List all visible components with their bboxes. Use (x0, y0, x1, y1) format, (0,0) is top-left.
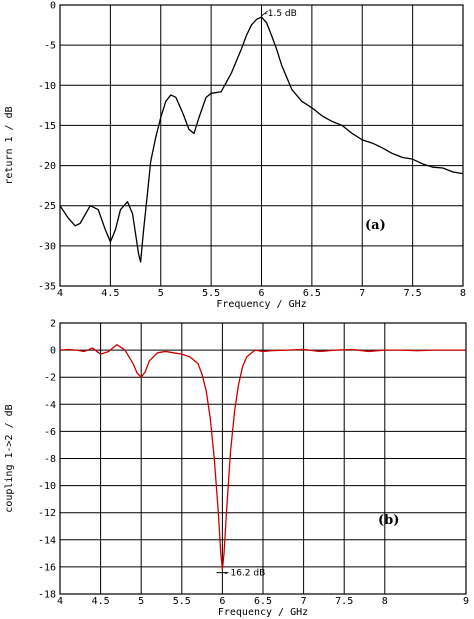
chart-b-panel-label: (b) (378, 513, 399, 528)
chart-panel-b: 4 4.5 5 5.5 6 6.5 7 7.5 8 9 2 0 -2 -4 -6 -8 -10 -12 -14 -16… (4, 319, 469, 619)
chart-a-x-tick-label: 7.5 (404, 288, 422, 299)
chart-b-y-tick-label: 2 (50, 319, 56, 330)
chart-a-x-tick-label: 6.5 (303, 288, 321, 299)
chart-b-x-tick-label: 4.5 (92, 596, 110, 607)
chart-a-x-tick-label: 6 (258, 288, 264, 299)
chart-a-y-tick-label: -15 (38, 121, 56, 132)
chart-b-y-tick-label: -8 (44, 454, 56, 465)
chart-b-x-tick-label: 5.5 (173, 596, 191, 607)
chart-b-annotation: - 16.2 dB (224, 569, 265, 579)
chart-a-x-tick-label: 4.5 (101, 288, 119, 299)
chart-a-y-tick-label: -5 (44, 41, 56, 52)
chart-b-x-tick-label: 7.5 (335, 596, 353, 607)
chart-panel-a: 4 4.5 5 5.5 6 6.5 7 7.5 8 0 -5 -10 -15 -20 -25 -30 -35 Fr… (4, 1, 466, 311)
chart-b-series-line (59, 344, 466, 571)
chart-b-y-tick-label: -2 (44, 373, 56, 384)
chart-a-y-tick-label: -10 (38, 81, 56, 92)
chart-b-x-tick-label: 9 (463, 596, 469, 607)
chart-a-y-axis-label: return 1 / dB (4, 106, 15, 184)
chart-b-x-tick-label: 6.5 (254, 596, 272, 607)
chart-a-series-line (59, 16, 464, 263)
chart-b-x-tick-label: 5 (138, 596, 144, 607)
chart-b-y-tick-label: 0 (50, 346, 56, 357)
chart-a-x-tick-label: 5 (158, 288, 164, 299)
chart-a-panel-label: (a) (365, 218, 386, 233)
chart-a-x-tick-label: 7 (359, 288, 365, 299)
chart-b-y-tick-label: -12 (38, 508, 56, 519)
chart-b-x-axis-label: Frequency / GHz (218, 607, 308, 618)
chart-a-y-tick-label: 0 (50, 1, 56, 12)
chart-a-y-tick-label: -20 (38, 161, 56, 172)
chart-a-annotation-leader (261, 10, 268, 17)
chart-a-x-tick-label: 5.5 (202, 288, 220, 299)
chart-b-x-tick-label: 8 (382, 596, 388, 607)
chart-b-y-tick-label: -14 (38, 535, 56, 546)
chart-b-y-tick-label: -6 (44, 427, 56, 438)
chart-b-x-tick-label: 6 (219, 596, 225, 607)
chart-a-x-tick-label: 4 (57, 288, 63, 299)
chart-a-annotation: -1.5 dB (265, 9, 297, 19)
chart-a-y-tick-label: -25 (38, 201, 56, 212)
chart-b-y-tick-label: -10 (38, 481, 56, 492)
chart-a-x-axis-label: Frequency / GHz (216, 299, 306, 310)
chart-b-y-tick-label: -16 (38, 562, 56, 573)
chart-a-y-tick-label: -30 (38, 241, 56, 252)
chart-b-x-tick-label: 4 (57, 596, 63, 607)
chart-b-y-tick-label: -4 (44, 400, 56, 411)
chart-a-x-tick-label: 8 (460, 288, 466, 299)
chart-a-y-tick-label: -35 (38, 282, 56, 293)
chart-b-y-tick-label: -18 (38, 590, 56, 601)
chart-b-x-tick-label: 7 (301, 596, 307, 607)
chart-b-y-axis-label: coupling 1->2 / dB (4, 404, 15, 512)
